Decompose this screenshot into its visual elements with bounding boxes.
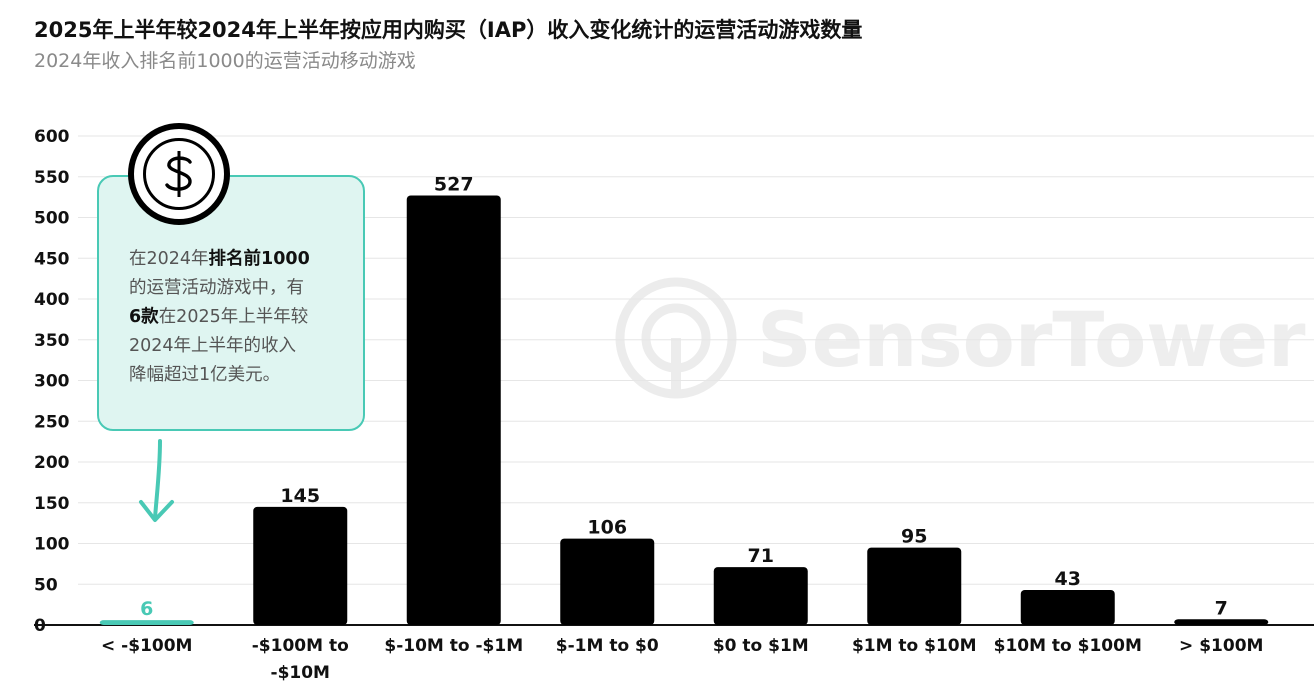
- callout-line3-bold: 6款: [129, 307, 159, 327]
- y-tick-label: 400: [34, 290, 70, 310]
- callout-text: 在2024年排名前1000 的运营活动游戏中，有 6款在2025年上半年较 20…: [129, 245, 361, 390]
- bar-6: [1020, 589, 1115, 625]
- chart-subtitle: 2024年收入排名前1000的运营活动移动游戏: [34, 50, 416, 72]
- y-tick-label: 50: [34, 575, 58, 595]
- y-tick-label: 350: [34, 331, 70, 351]
- bar-4: [713, 567, 808, 625]
- y-axis: 0 50 100 150 200 250 300 350 400 450 500 550 600: [34, 127, 70, 636]
- data-label-2: 527: [434, 173, 474, 195]
- data-label-5: 95: [901, 526, 927, 548]
- callout-line1-bold: 排名前1000: [208, 249, 310, 269]
- bars: [99, 195, 1269, 625]
- bar-2: [406, 195, 501, 625]
- y-tick-label: 0: [34, 616, 46, 636]
- x-tick-label-6: $10M to $100M: [994, 636, 1142, 656]
- data-label-7: 7: [1215, 597, 1228, 619]
- y-tick-label: 450: [34, 249, 70, 269]
- callout-line1-pre: 在2024年: [129, 249, 209, 269]
- callout-line2: 的运营活动游戏中，有: [129, 278, 304, 298]
- data-label-6: 43: [1055, 568, 1081, 590]
- bar-3: [560, 538, 655, 625]
- x-tick-label-4: $0 to $1M: [713, 636, 809, 656]
- x-tick-label-0: < -$100M: [101, 636, 192, 656]
- x-tick-label-3: $-1M to $0: [556, 636, 659, 656]
- chart-title: 2025年上半年较2024年上半年按应用内购买（IAP）收入变化统计的运营活动游…: [34, 18, 863, 42]
- y-tick-label: 150: [34, 494, 70, 514]
- callout-line4: 2024年上半年的收入: [129, 336, 297, 356]
- bar-0: [99, 620, 194, 625]
- y-tick-label: 100: [34, 535, 70, 555]
- y-tick-label: 550: [34, 168, 70, 188]
- x-tick-label-2: $-10M to -$1M: [384, 636, 523, 656]
- y-tick-label: 600: [34, 127, 70, 147]
- data-label-3: 106: [587, 517, 627, 539]
- callout-line3-post: 在2025年上半年较: [158, 307, 309, 327]
- bar-5: [867, 547, 962, 625]
- data-label-1: 145: [280, 485, 320, 507]
- bar-1: [253, 506, 348, 625]
- y-tick-label: 200: [34, 453, 70, 473]
- x-tick-label-5: $1M to $10M: [852, 636, 977, 656]
- dollar-coin-icon: [128, 123, 230, 225]
- x-tick-label-7: > $100M: [1179, 636, 1263, 656]
- x-axis: < -$100M -$100M to -$10M $-10M to -$1M $-1M …: [101, 636, 1263, 683]
- data-labels: 6 145 527 106 71 95 43 7: [140, 173, 1228, 620]
- x-tick-label-1: -$10M: [271, 663, 330, 683]
- callout-line5: 降幅超过1亿美元。: [129, 365, 281, 385]
- y-tick-label: 250: [34, 412, 70, 432]
- bar-7: [1174, 619, 1269, 625]
- callout-box: 在2024年排名前1000 的运营活动游戏中，有 6款在2025年上半年较 20…: [97, 175, 365, 431]
- data-label-4: 71: [748, 545, 774, 567]
- y-tick-label: 300: [34, 372, 70, 392]
- sensor-tower-logo-icon: [615, 277, 737, 399]
- y-tick-label: 500: [34, 209, 70, 229]
- data-label-0: 6: [140, 598, 153, 620]
- x-tick-label-1: -$100M to: [252, 636, 349, 656]
